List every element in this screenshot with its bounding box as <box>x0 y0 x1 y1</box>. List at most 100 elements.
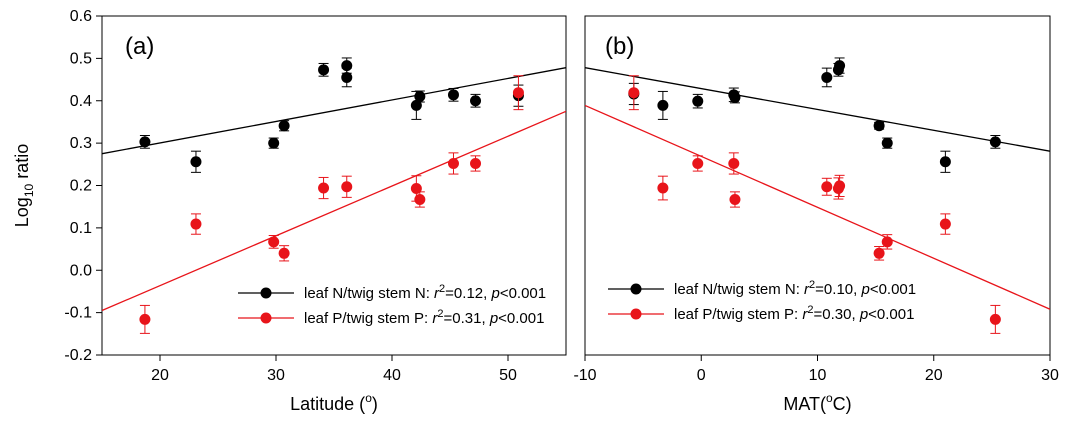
y-tick-label: 0.4 <box>70 93 92 110</box>
point-marker <box>873 120 885 132</box>
data-point <box>628 75 640 111</box>
legend-stat-value: =0.10, <box>815 281 861 298</box>
data-point <box>470 155 482 172</box>
data-point <box>447 87 459 102</box>
data-point <box>729 191 741 208</box>
fit-line <box>585 67 1050 152</box>
legend-marker <box>260 312 272 324</box>
x-axis-label-end: ) <box>372 394 378 414</box>
point-marker <box>821 181 833 193</box>
y-axis-label-end: ratio <box>12 144 32 184</box>
data-point <box>939 213 951 235</box>
fit-line <box>585 104 1050 310</box>
x-tick-label: 40 <box>383 367 401 384</box>
data-point <box>873 246 885 261</box>
data-point <box>268 235 280 249</box>
data-point <box>657 175 669 201</box>
panel-frame-1 <box>584 15 1051 356</box>
point-marker <box>729 193 741 205</box>
x-axis-label: Latitude (o) <box>290 391 378 414</box>
data-point <box>318 176 330 200</box>
x-axis-label-superscript: o <box>365 391 372 405</box>
legend-entry: leaf N/twig stem N: r2=0.10, p<0.001 <box>608 279 916 298</box>
point-marker <box>729 91 741 103</box>
point-marker <box>470 157 482 169</box>
legend-stat-superscript: 2 <box>809 279 815 291</box>
point-marker <box>939 156 951 168</box>
data-point <box>873 120 885 132</box>
fit-line <box>102 110 566 312</box>
legend-stat-r: r <box>434 285 440 302</box>
legend-stat-r: r <box>804 281 810 298</box>
point-marker <box>414 193 426 205</box>
data-point <box>414 90 426 103</box>
x-axis-label-main: Latitude ( <box>290 394 365 414</box>
x-tick-label: 20 <box>151 367 169 384</box>
point-marker <box>341 71 353 83</box>
legend-p-value: <0.001 <box>868 306 914 323</box>
point-marker <box>410 99 422 111</box>
point-marker <box>834 60 846 72</box>
legend-label-text: leaf N/twig stem N: <box>304 285 434 302</box>
point-marker <box>881 137 893 149</box>
y-tick-label: 0.3 <box>70 135 92 152</box>
legend-label-text: leaf N/twig stem N: <box>674 281 804 298</box>
data-point <box>447 152 459 175</box>
legend-marker <box>260 287 272 299</box>
x-tick-label: 50 <box>499 367 517 384</box>
point-marker <box>414 91 426 103</box>
data-point <box>278 245 290 262</box>
y-tick-label: 0.0 <box>70 262 92 279</box>
legend-stat-value: =0.12, <box>445 285 491 302</box>
point-marker <box>939 218 951 230</box>
point-marker <box>139 313 151 325</box>
legend-p-value: <0.001 <box>500 285 546 302</box>
fit-line <box>102 67 566 155</box>
point-marker <box>692 157 704 169</box>
legend-label-text: leaf P/twig stem P: <box>674 306 802 323</box>
y-tick-label: 0.5 <box>70 50 92 67</box>
point-marker <box>989 313 1001 325</box>
point-marker <box>278 247 290 259</box>
x-tick-label: 30 <box>267 367 285 384</box>
data-point <box>881 137 893 149</box>
point-marker <box>190 218 202 230</box>
data-point <box>190 150 202 173</box>
y-tick-label: 0.6 <box>70 8 92 25</box>
legend-p: p <box>490 285 499 302</box>
x-axis-label: MAT(oC) <box>783 391 851 414</box>
data-point <box>512 75 524 111</box>
legend-marker <box>630 283 642 295</box>
legend-p-value: <0.001 <box>870 281 916 298</box>
point-marker <box>989 136 1001 148</box>
y-axis-label-subscript: 10 <box>22 183 36 197</box>
x-tick-label: -10 <box>573 367 596 384</box>
point-marker <box>278 120 290 132</box>
legend-entry: leaf P/twig stem P: r2=0.30, p<0.001 <box>608 304 914 323</box>
panel-frame-0 <box>101 15 567 356</box>
point-marker <box>692 95 704 107</box>
x-axis-label-end: C) <box>833 394 852 414</box>
y-tick-label: 0.1 <box>70 220 92 237</box>
panel-label: (b) <box>605 33 634 60</box>
data-point <box>657 90 669 120</box>
data-point <box>341 67 353 88</box>
legend-stat-superscript: 2 <box>437 308 443 320</box>
legend-marker <box>630 308 642 320</box>
point-marker <box>318 64 330 76</box>
data-point <box>139 134 151 149</box>
point-marker <box>873 247 885 259</box>
point-marker <box>881 236 893 248</box>
legend-label: leaf N/twig stem N: r2=0.10, p<0.001 <box>674 279 916 298</box>
legend-p: p <box>859 306 868 323</box>
point-marker <box>447 89 459 101</box>
point-marker <box>657 99 669 111</box>
point-marker <box>268 236 280 248</box>
x-axis-label-superscript: o <box>826 391 833 405</box>
point-marker <box>470 95 482 107</box>
point-marker <box>341 181 353 193</box>
y-axis-label-main: Log <box>12 197 32 227</box>
legend-stat-r: r <box>802 306 808 323</box>
x-tick-label: 10 <box>809 367 827 384</box>
point-marker <box>821 71 833 83</box>
